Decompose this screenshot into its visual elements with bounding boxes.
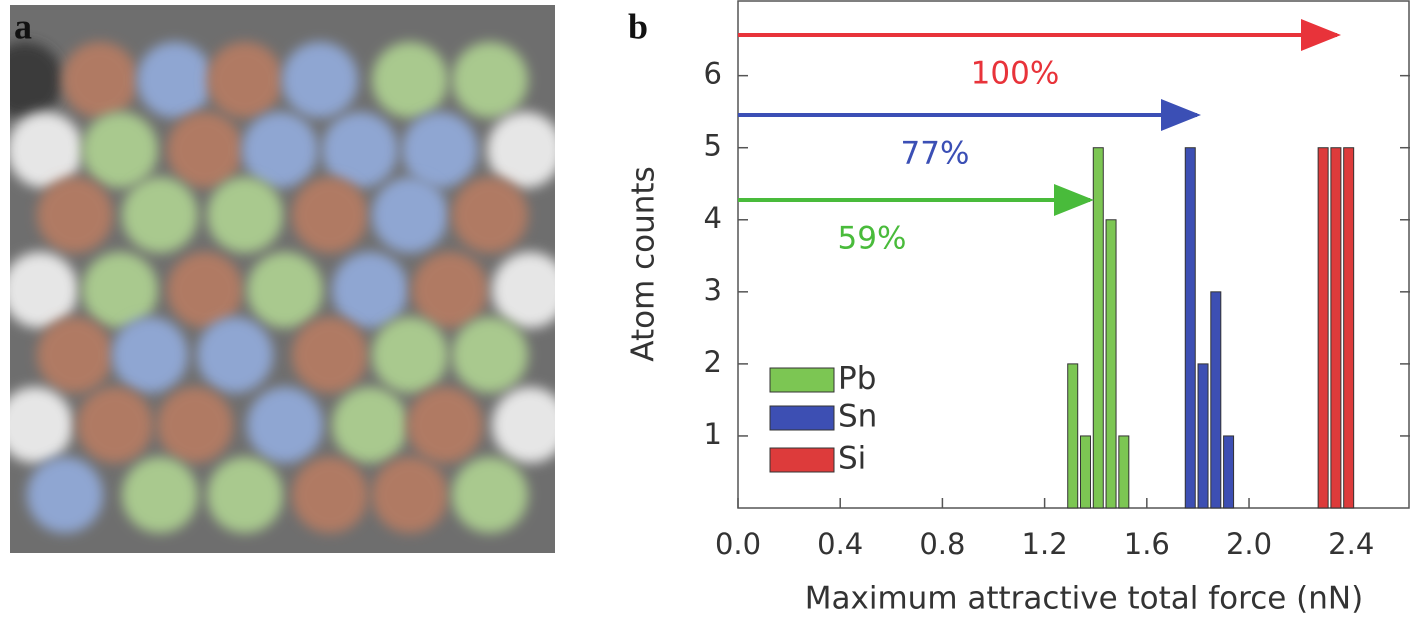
atom [2,252,78,328]
legend-label: Si [838,441,866,477]
x-tick-label: 0.8 [919,527,965,561]
atom [492,252,568,328]
bar [1119,436,1129,508]
atom [332,387,408,463]
atom [167,112,243,188]
annotation: 77% [901,136,970,172]
atom [282,42,358,118]
atom [372,317,448,393]
bar [1093,148,1103,508]
y-tick-label: 6 [704,57,722,91]
bar [1331,148,1341,508]
atom [122,177,198,253]
bar [1318,148,1328,508]
x-axis-label: Maximum attractive total force (nN) [805,581,1363,617]
atom [197,317,273,393]
legend-label: Pb [838,361,876,397]
bar [1224,436,1234,508]
atom [412,252,488,328]
y-tick-label: 5 [704,129,722,163]
bar [1080,436,1090,508]
atom [372,177,448,253]
atom [247,387,323,463]
x-tick-label: 0.4 [817,527,863,561]
atom [112,317,188,393]
atom [452,177,528,253]
atom [322,112,398,188]
x-tick-label: 0.0 [715,527,761,561]
bar [1198,364,1208,508]
atom [292,457,368,533]
bar [1106,220,1116,508]
atom [82,112,158,188]
legend-swatch [770,368,834,392]
atom [207,177,283,253]
atom [372,457,448,533]
atom [167,252,243,328]
x-tick-label: 2.4 [1328,527,1374,561]
y-tick-label: 4 [704,201,722,235]
atom [207,42,283,118]
atom [372,42,448,118]
atom [402,112,478,188]
x-tick-label: 1.6 [1124,527,1170,561]
atom [487,112,563,188]
legend-label: Sn [838,399,877,435]
atom [157,387,233,463]
atom [492,387,568,463]
x-tick-label: 1.2 [1022,527,1068,561]
annotation: 100% [971,56,1060,92]
atom [0,387,73,463]
atom [27,457,103,533]
legend-swatch [770,448,834,472]
atom [292,177,368,253]
annotation: 59% [838,221,907,257]
atom [247,252,323,328]
atom [137,42,213,118]
atom-image [0,5,568,553]
y-tick-label: 3 [704,273,722,307]
atom [82,252,158,328]
atom [452,457,528,533]
y-tick-label: 1 [704,417,722,451]
atom [292,317,368,393]
panel-label: a [14,6,32,46]
bar [1211,292,1221,508]
atom [62,42,138,118]
atom [7,112,83,188]
y-tick-label: 2 [704,345,722,379]
x-tick-label: 2.0 [1226,527,1272,561]
atom [37,177,113,253]
atom [452,317,528,393]
bar [1185,148,1195,508]
y-axis-label: Atom counts [626,166,662,361]
atom [77,387,153,463]
atom [207,457,283,533]
atom [122,457,198,533]
bar [1068,364,1078,508]
atom [407,387,483,463]
atom [37,317,113,393]
bar [1344,148,1354,508]
atom [452,42,528,118]
figure: a b 1 2 3 4 5 6 0.0 0.4 0.8 1.2 1.6 2.0 2.4 Maximum a… [0,0,1414,621]
atom [242,112,318,188]
atom [332,252,408,328]
legend-swatch [770,406,834,430]
panel-label: b [628,6,648,46]
